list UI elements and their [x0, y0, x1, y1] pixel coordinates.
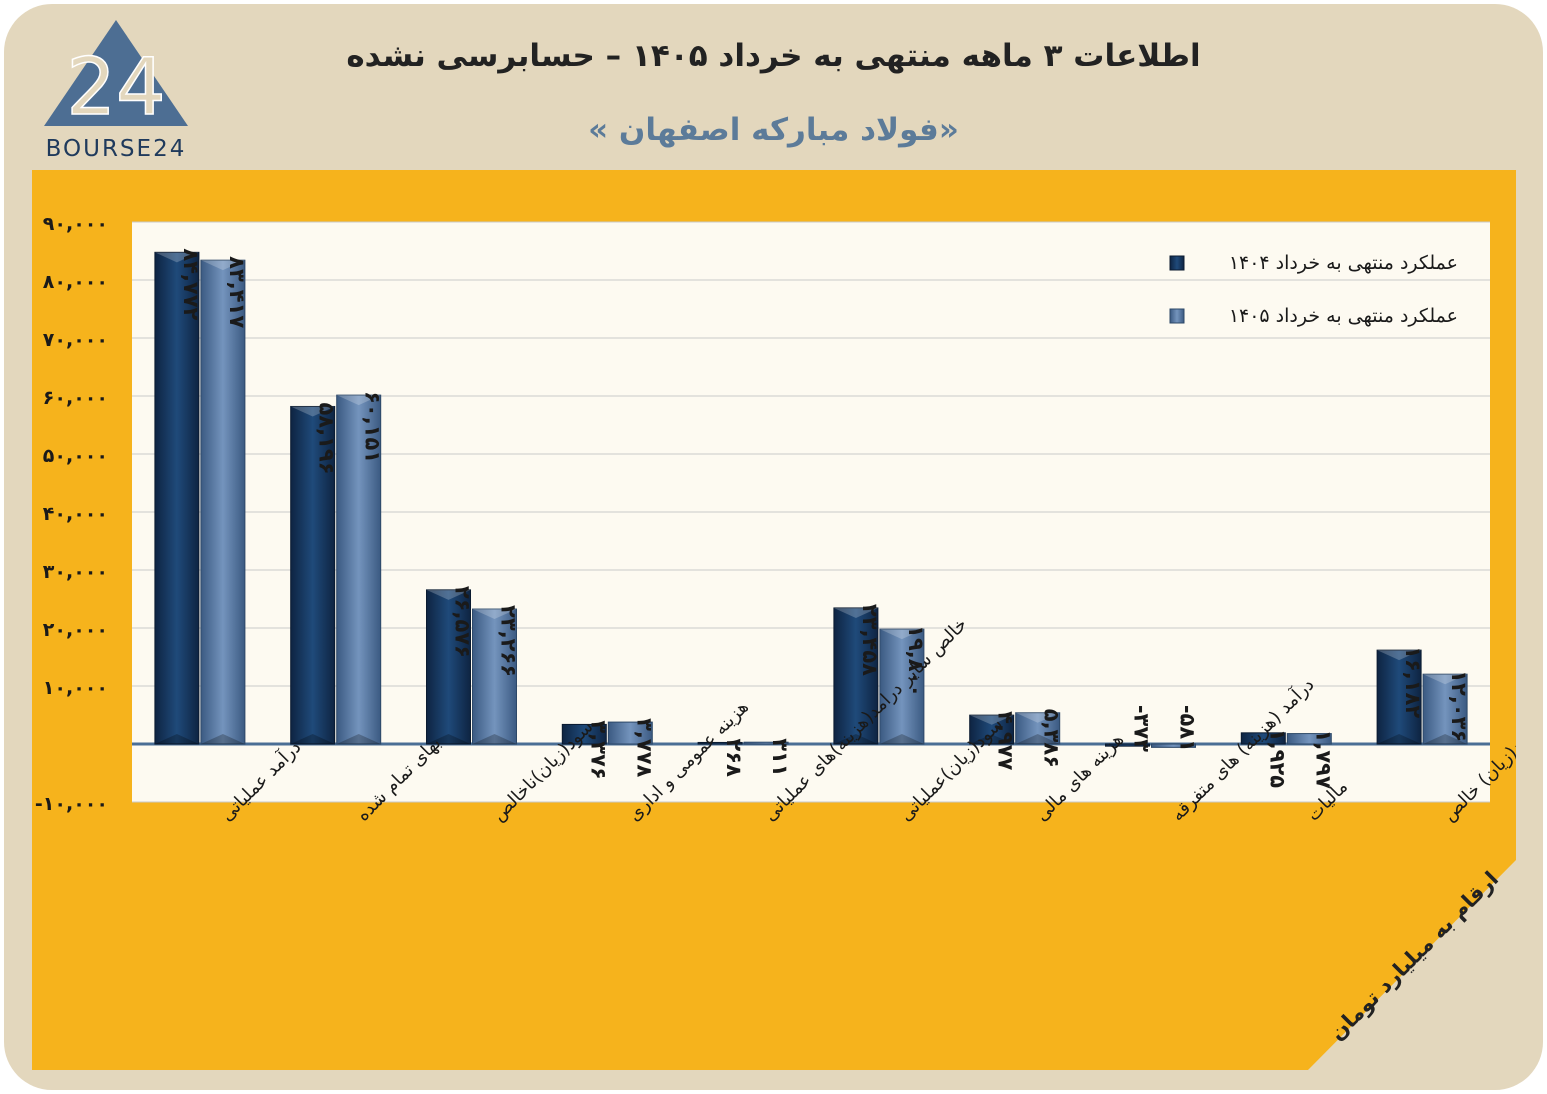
bar	[154, 251, 200, 745]
y-tick-label: ۳۰,۰۰۰	[43, 561, 108, 583]
bourse24-logo: 24 BOURSE24	[44, 20, 188, 162]
data-label: ۸۴,۷۷۲	[179, 248, 203, 320]
bar	[969, 714, 1015, 745]
bars: ۸۴,۷۷۲ ۸۳,۴۱۷ ۵۸,۱۹۶ ۶۰,۱۵۱ ۲۶,۵۷۶ ۲۳,۲۶۶ ۳,۳۷…	[154, 248, 1471, 789]
y-tick-label: ۱۰,۰۰۰	[43, 677, 108, 699]
bar	[1422, 673, 1468, 745]
bar	[1105, 743, 1150, 747]
bar-bevel-top	[154, 252, 199, 263]
data-label: -۵۸۱	[1176, 705, 1200, 752]
data-label: ۸۳,۴۱۷	[225, 256, 249, 328]
y-axis: -۱۰,۰۰۰ ۱۰,۰۰۰ ۲۰,۰۰۰ ۳۰,۰۰۰ ۴۰,۰۰۰ ۵۰,۰۰۰ ۶۰,…	[35, 213, 108, 815]
data-label: ۵۸,۱۹۶	[315, 402, 339, 474]
chart-corner-fold	[1308, 860, 1516, 1070]
data-label: ۳,۳۷۶	[586, 720, 610, 779]
data-label: ۱۶,۱۸۲	[1401, 646, 1425, 718]
bar	[336, 394, 382, 745]
bar-bevel-top	[1423, 674, 1468, 685]
bar	[697, 741, 743, 745]
bar-bevel-bottom	[200, 734, 245, 744]
bar	[1240, 732, 1286, 745]
bar-bevel-bottom	[290, 734, 335, 744]
y-tick-label: ۹۰,۰۰۰	[43, 213, 108, 235]
bar-bevel-bottom	[154, 734, 199, 744]
bar-bevel-bottom	[426, 734, 471, 744]
legend-swatch	[1169, 308, 1185, 324]
y-tick-label: ۶۰,۰۰۰	[43, 387, 108, 409]
logo-mark: 24	[66, 43, 165, 133]
data-label: ۴,۹۷۷	[994, 711, 1018, 770]
bar-bevel-top	[879, 629, 924, 640]
data-label: ۱,۷۹۷	[1311, 730, 1335, 789]
data-label: ۲۳,۲۶۶	[497, 605, 521, 677]
logo-triangle-icon	[44, 20, 188, 126]
bar	[200, 259, 246, 745]
bar-bevel-bottom	[879, 734, 924, 744]
bar-bevel-bottom	[833, 734, 878, 744]
legend-label: عملکرد منتهی به خرداد ۱۴۰۵	[1229, 305, 1458, 327]
y-tick-label: -۱۰,۰۰۰	[35, 793, 108, 815]
bar	[743, 741, 789, 745]
y-tick-label: ۷۰,۰۰۰	[43, 329, 108, 351]
data-label: ۱۹,۸۰۰	[904, 625, 928, 697]
y-tick-label: ۸۰,۰۰۰	[43, 271, 108, 293]
bar-bevel-bottom	[969, 734, 1014, 744]
bar	[290, 405, 336, 745]
bar-bevel-top	[1377, 650, 1422, 661]
bar-bevel-top	[833, 607, 878, 618]
bar	[833, 607, 879, 745]
bar-bevel-bottom	[1423, 734, 1468, 744]
data-label: ۶۰,۱۵۱	[361, 391, 385, 463]
bar	[426, 589, 471, 745]
data-label: ۲۶,۵۷۶	[451, 586, 475, 658]
y-tick-label: ۴۰,۰۰۰	[43, 503, 108, 525]
logo-text: BOURSE24	[46, 136, 187, 162]
data-label: ۲۳,۴۵۸	[858, 604, 882, 676]
legend-label: عملکرد منتهی به خرداد ۱۴۰۴	[1229, 252, 1458, 274]
page-frame: 24 BOURSE24 اطلاعات ۳ ماهه منتهی به خردا…	[4, 4, 1543, 1090]
bar-bevel-bottom	[1015, 734, 1060, 744]
legend-swatch	[1169, 255, 1185, 271]
bar-bevel-top	[426, 589, 471, 600]
bar	[1376, 649, 1422, 745]
bar-bevel-bottom	[1377, 734, 1422, 744]
page-title: اطلاعات ۳ ماهه منتهی به خرداد ۱۴۰۵ – حسا…	[346, 38, 1201, 74]
data-label: ۱۲,۰۳۶	[1447, 670, 1471, 742]
bar-chart: -۱۰,۰۰۰ ۱۰,۰۰۰ ۲۰,۰۰۰ ۳۰,۰۰۰ ۴۰,۰۰۰ ۵۰,۰۰۰ ۶۰,…	[32, 170, 1516, 1070]
data-label: ۱,۹۲۵	[1265, 729, 1289, 788]
legend: عملکرد منتهی به خرداد ۱۴۰۴ عملکرد منتهی ب…	[1169, 252, 1458, 327]
bar-bevel-bottom	[336, 734, 381, 744]
bar	[607, 721, 653, 745]
page-subtitle: «فولاد مبارکه اصفهان »	[588, 112, 959, 148]
y-tick-label: ۲۰,۰۰۰	[43, 619, 108, 641]
bar-bevel-bottom	[472, 734, 517, 744]
bar	[1015, 712, 1061, 745]
bar-bevel-top	[1015, 712, 1060, 723]
bar-bevel-top	[336, 395, 381, 406]
bar-bevel-top	[969, 715, 1014, 725]
bar	[1151, 743, 1196, 748]
data-label: ۲۶۸	[722, 738, 746, 777]
bar	[561, 723, 607, 745]
data-label: ۳۱۱	[768, 738, 792, 776]
bar-bevel-top	[472, 609, 517, 620]
bar	[1286, 733, 1332, 745]
bar	[879, 628, 925, 745]
bar	[472, 608, 517, 745]
y-tick-label: ۵۰,۰۰۰	[43, 445, 108, 467]
bar-bevel-top	[290, 406, 335, 417]
data-label: ۵,۳۸۶	[1040, 709, 1064, 768]
data-label: -۳۷۳	[1130, 705, 1154, 752]
data-label: ۳,۷۷۸	[632, 718, 656, 777]
bar-bevel-top	[200, 260, 245, 271]
